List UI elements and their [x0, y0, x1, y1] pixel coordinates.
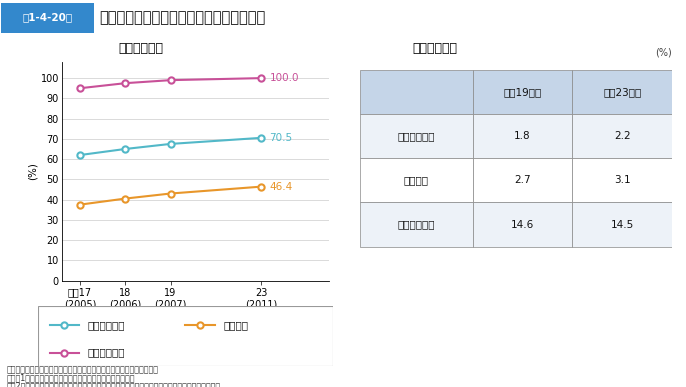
- FancyBboxPatch shape: [1, 3, 94, 33]
- Text: 1.8: 1.8: [514, 131, 531, 141]
- FancyBboxPatch shape: [572, 158, 672, 202]
- Text: 2.2: 2.2: [614, 131, 630, 141]
- FancyBboxPatch shape: [473, 70, 572, 114]
- Text: 14.5: 14.5: [611, 219, 634, 229]
- FancyBboxPatch shape: [473, 158, 572, 202]
- Text: 70.5: 70.5: [270, 133, 292, 143]
- Text: （１）実施率: （１）実施率: [119, 42, 164, 55]
- Text: 14.6: 14.6: [511, 219, 534, 229]
- Text: 高等専門学校: 高等専門学校: [88, 348, 126, 358]
- FancyBboxPatch shape: [572, 114, 672, 158]
- FancyBboxPatch shape: [360, 202, 473, 247]
- Text: （注）1．単位認定を行う授業科目として実施されたもの。: （注）1．単位認定を行う授業科目として実施されたもの。: [7, 373, 135, 382]
- Text: 46.4: 46.4: [270, 182, 293, 192]
- Text: 短期大学: 短期大学: [224, 320, 248, 330]
- FancyBboxPatch shape: [360, 114, 473, 158]
- Text: 平成23年度: 平成23年度: [603, 87, 641, 97]
- Text: 100.0: 100.0: [270, 73, 299, 83]
- Text: 大学・大学院: 大学・大学院: [398, 131, 435, 141]
- Text: 2.7: 2.7: [514, 175, 531, 185]
- FancyBboxPatch shape: [572, 70, 672, 114]
- Text: 3.1: 3.1: [614, 175, 630, 185]
- FancyBboxPatch shape: [38, 306, 333, 366]
- Text: （出典）文部科学省「大学等におけるインターンシップ実施状況調査」: （出典）文部科学省「大学等におけるインターンシップ実施状況調査」: [7, 366, 159, 375]
- Text: （年度）: （年度）: [284, 325, 307, 335]
- Text: (%): (%): [656, 48, 672, 58]
- Text: 大学におけるインターンシップの実施状況: 大学におけるインターンシップの実施状況: [99, 10, 265, 25]
- FancyBboxPatch shape: [473, 202, 572, 247]
- FancyBboxPatch shape: [473, 114, 572, 158]
- Text: 高等専門学校: 高等専門学校: [398, 219, 435, 229]
- Text: 短期大学: 短期大学: [404, 175, 429, 185]
- Text: （２）参加率: （２）参加率: [413, 42, 458, 55]
- FancyBboxPatch shape: [360, 70, 473, 114]
- Text: 大学・大学院: 大学・大学院: [88, 320, 126, 330]
- FancyBboxPatch shape: [360, 158, 473, 202]
- FancyBboxPatch shape: [572, 202, 672, 247]
- Text: 第1-4-20図: 第1-4-20図: [23, 13, 73, 23]
- Y-axis label: (%): (%): [28, 162, 38, 180]
- Text: 平成19年度: 平成19年度: [504, 87, 541, 97]
- Text: 2．特定の資格取得を目的として実施するもの（教育実習・医療実習・看護実習など）は除く。: 2．特定の資格取得を目的として実施するもの（教育実習・医療実習・看護実習など）は…: [7, 381, 221, 387]
